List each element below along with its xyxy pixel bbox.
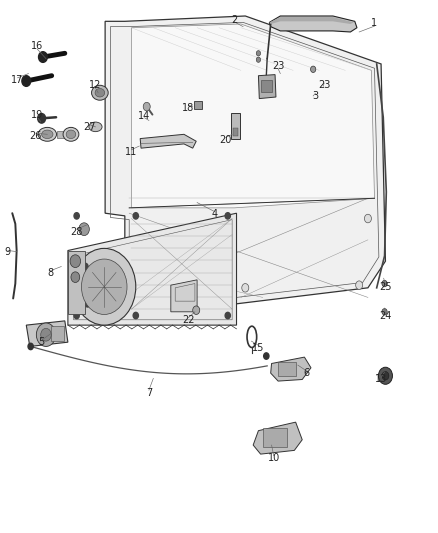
Circle shape [225,312,230,319]
Circle shape [256,51,261,56]
Bar [263,428,287,447]
Text: 14: 14 [138,111,151,120]
Text: 24: 24 [379,311,392,320]
Circle shape [378,367,392,384]
Circle shape [38,114,46,123]
Circle shape [39,52,47,62]
Circle shape [73,248,136,325]
Text: 6: 6 [304,368,310,378]
Text: 12: 12 [89,80,102,90]
Circle shape [256,57,261,62]
Circle shape [71,272,80,282]
Text: 7: 7 [146,388,152,398]
Circle shape [172,286,179,295]
Text: 17: 17 [11,75,24,85]
Circle shape [70,255,81,268]
Circle shape [382,280,387,287]
Text: 19: 19 [31,110,43,119]
Circle shape [242,284,249,292]
Circle shape [193,306,200,314]
Ellipse shape [66,130,76,139]
Polygon shape [131,24,374,208]
Circle shape [81,259,127,314]
Circle shape [133,312,138,319]
Circle shape [364,214,371,223]
Text: 22: 22 [182,315,194,325]
Polygon shape [140,134,196,148]
Circle shape [311,66,316,72]
Text: 28: 28 [71,227,83,237]
Circle shape [356,281,363,289]
Text: 18: 18 [182,103,194,112]
Text: 8: 8 [47,268,53,278]
Ellipse shape [92,85,108,100]
Text: 23: 23 [272,61,284,71]
Text: 23: 23 [318,80,330,90]
Polygon shape [271,357,311,381]
Bar [278,362,296,376]
Text: 27: 27 [84,122,96,132]
Circle shape [225,213,230,219]
Polygon shape [269,16,357,32]
Bar [231,113,240,139]
Ellipse shape [42,130,53,139]
Text: 2: 2 [231,15,237,25]
Circle shape [41,328,51,341]
Circle shape [83,263,88,270]
Polygon shape [253,422,302,454]
Bar [233,128,238,136]
Ellipse shape [89,122,102,132]
Circle shape [264,353,269,359]
Text: 25: 25 [379,282,392,292]
Circle shape [79,223,89,236]
Polygon shape [26,321,68,346]
Polygon shape [105,16,385,304]
Text: 11: 11 [125,147,138,157]
Ellipse shape [63,127,79,141]
Bar [194,101,202,109]
Text: 1: 1 [371,19,378,28]
Text: 5: 5 [39,337,45,347]
Circle shape [28,343,33,350]
Text: 16: 16 [31,42,43,51]
Bar [261,80,272,92]
Circle shape [133,213,138,219]
Polygon shape [68,213,237,325]
Circle shape [74,213,79,219]
Ellipse shape [38,127,57,141]
Text: 10: 10 [268,454,280,463]
Polygon shape [68,251,85,314]
Bar [57,131,69,138]
Polygon shape [171,280,197,312]
Text: 3: 3 [312,91,318,101]
Text: 15: 15 [252,343,265,352]
Polygon shape [269,17,354,24]
Text: 20: 20 [219,135,232,144]
Circle shape [382,372,389,380]
Circle shape [85,301,90,307]
Text: 26: 26 [30,131,42,141]
Text: 13: 13 [375,375,387,384]
Circle shape [36,323,56,346]
Circle shape [382,309,387,315]
Circle shape [143,102,150,111]
Text: 9: 9 [5,247,11,257]
Circle shape [74,312,79,319]
Circle shape [22,76,31,86]
Polygon shape [258,75,276,99]
Bar [51,326,64,341]
Text: 4: 4 [212,209,218,219]
Ellipse shape [95,88,105,97]
